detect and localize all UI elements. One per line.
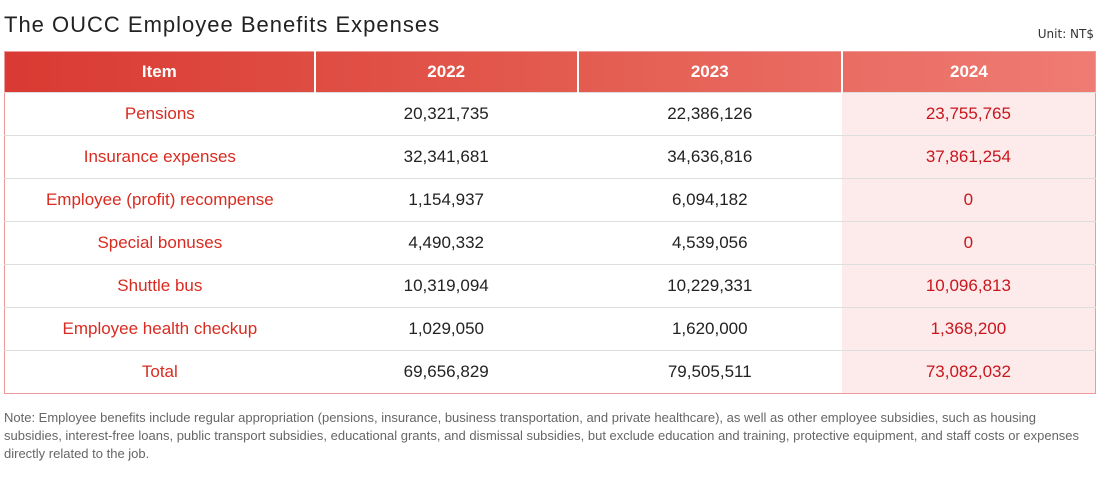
value-2024: 0 (841, 221, 1096, 265)
value-2022: 4,490,332 (314, 221, 578, 265)
value-2022: 1,154,937 (314, 178, 578, 222)
value-2022: 10,319,094 (314, 264, 578, 308)
table-row: Pensions 20,321,735 22,386,126 23,755,765 (4, 92, 1096, 136)
item-cell: Pensions (4, 92, 315, 136)
value-2022: 32,341,681 (314, 135, 578, 179)
value-2023: 79,505,511 (577, 350, 842, 394)
value-2023: 1,620,000 (577, 307, 842, 351)
item-cell: Shuttle bus (4, 264, 315, 308)
table-row: Special bonuses 4,490,332 4,539,056 0 (4, 221, 1096, 265)
value-2022: 69,656,829 (314, 350, 578, 394)
value-2024: 73,082,032 (841, 350, 1096, 394)
value-2024: 37,861,254 (841, 135, 1096, 179)
header-2024: 2024 (840, 51, 1096, 93)
table-row: Total 69,656,829 79,505,511 73,082,032 (4, 350, 1096, 394)
item-cell: Employee (profit) recompense (4, 178, 315, 222)
table-row: Insurance expenses 32,341,681 34,636,816 37… (4, 135, 1096, 179)
value-2023: 6,094,182 (577, 178, 842, 222)
page-title: The OUCC Employee Benefits Expenses (4, 12, 441, 37)
table-row: Employee (profit) recompense 1,154,937 6,0… (4, 178, 1096, 222)
item-cell: Employee health checkup (4, 307, 315, 351)
footnote: Note: Employee benefits include regular … (4, 410, 1080, 461)
table-row: Shuttle bus 10,319,094 10,229,331 10,096,81… (4, 264, 1096, 308)
header-row: Item 2022 2023 2024 (4, 51, 1096, 93)
value-2022: 20,321,735 (314, 92, 578, 136)
value-2024: 23,755,765 (841, 92, 1096, 136)
item-cell: Special bonuses (4, 221, 315, 265)
item-cell: Total (4, 350, 315, 394)
value-2024: 10,096,813 (841, 264, 1096, 308)
unit-label: Unit: NT$ (1037, 27, 1094, 41)
table-row: Employee health checkup 1,029,050 1,620,00… (4, 307, 1096, 351)
value-2023: 34,636,816 (577, 135, 842, 179)
value-2023: 4,539,056 (577, 221, 842, 265)
value-2024: 0 (841, 178, 1096, 222)
value-2024: 1,368,200 (841, 307, 1096, 351)
value-2023: 22,386,126 (577, 92, 842, 136)
value-2023: 10,229,331 (577, 264, 842, 308)
benefits-table: Item 2022 2023 2024 Pensions 20,321,735 22… (4, 51, 1096, 394)
header-2022: 2022 (313, 51, 578, 93)
header-item: Item (141, 62, 177, 81)
header-2023: 2023 (576, 51, 842, 93)
item-cell: Insurance expenses (4, 135, 315, 179)
value-2022: 1,029,050 (314, 307, 578, 351)
